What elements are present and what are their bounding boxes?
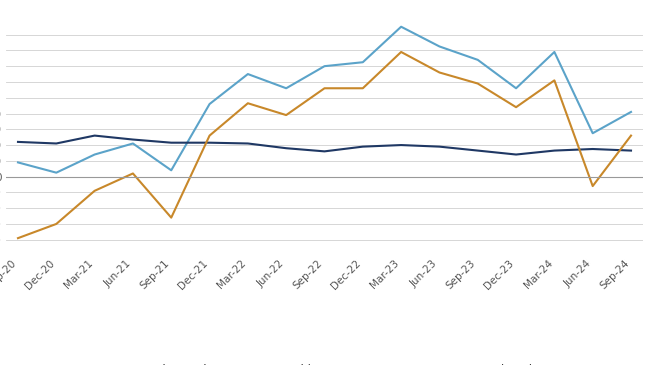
- Natural increase: [512, 152, 520, 157]
- Natural increase: [550, 149, 558, 153]
- Total growth: [282, 86, 290, 91]
- Total growth: [474, 58, 482, 62]
- Total growth: [129, 141, 137, 146]
- Natural increase: [397, 143, 405, 147]
- Total growth: [550, 50, 558, 54]
- Net overseas migration: [359, 86, 367, 91]
- Net overseas migration: [627, 133, 635, 138]
- Natural increase: [206, 141, 214, 145]
- Net overseas migration: [53, 222, 60, 226]
- Natural increase: [244, 141, 252, 146]
- Total growth: [512, 86, 520, 91]
- Total growth: [167, 168, 175, 173]
- Total growth: [397, 24, 405, 29]
- Net overseas migration: [550, 78, 558, 82]
- Net overseas migration: [321, 86, 328, 91]
- Net overseas migration: [206, 133, 214, 138]
- Total growth: [359, 60, 367, 64]
- Line: Natural increase: Natural increase: [18, 135, 631, 154]
- Total growth: [627, 110, 635, 114]
- Natural increase: [129, 137, 137, 142]
- Natural increase: [359, 145, 367, 149]
- Net overseas migration: [589, 184, 596, 188]
- Net overseas migration: [474, 81, 482, 86]
- Natural increase: [91, 133, 99, 138]
- Net overseas migration: [244, 101, 252, 105]
- Net overseas migration: [397, 50, 405, 54]
- Total growth: [14, 160, 22, 165]
- Net overseas migration: [282, 113, 290, 117]
- Line: Net overseas migration: Net overseas migration: [18, 52, 631, 238]
- Total growth: [91, 152, 99, 157]
- Total growth: [206, 102, 214, 106]
- Net overseas migration: [167, 215, 175, 220]
- Natural increase: [14, 140, 22, 144]
- Natural increase: [589, 147, 596, 151]
- Net overseas migration: [512, 105, 520, 110]
- Natural increase: [282, 146, 290, 150]
- Legend: Total growth, Natural increase, Net overseas migration: Total growth, Natural increase, Net over…: [98, 359, 551, 365]
- Natural increase: [435, 145, 443, 149]
- Natural increase: [167, 141, 175, 145]
- Total growth: [53, 170, 60, 175]
- Net overseas migration: [435, 70, 443, 75]
- Natural increase: [627, 149, 635, 153]
- Natural increase: [474, 149, 482, 153]
- Net overseas migration: [129, 171, 137, 176]
- Total growth: [589, 131, 596, 135]
- Net overseas migration: [14, 236, 22, 240]
- Natural increase: [53, 141, 60, 146]
- Line: Total growth: Total growth: [18, 27, 631, 173]
- Total growth: [244, 72, 252, 76]
- Natural increase: [321, 149, 328, 154]
- Total growth: [321, 64, 328, 68]
- Total growth: [435, 44, 443, 49]
- Net overseas migration: [91, 189, 99, 193]
